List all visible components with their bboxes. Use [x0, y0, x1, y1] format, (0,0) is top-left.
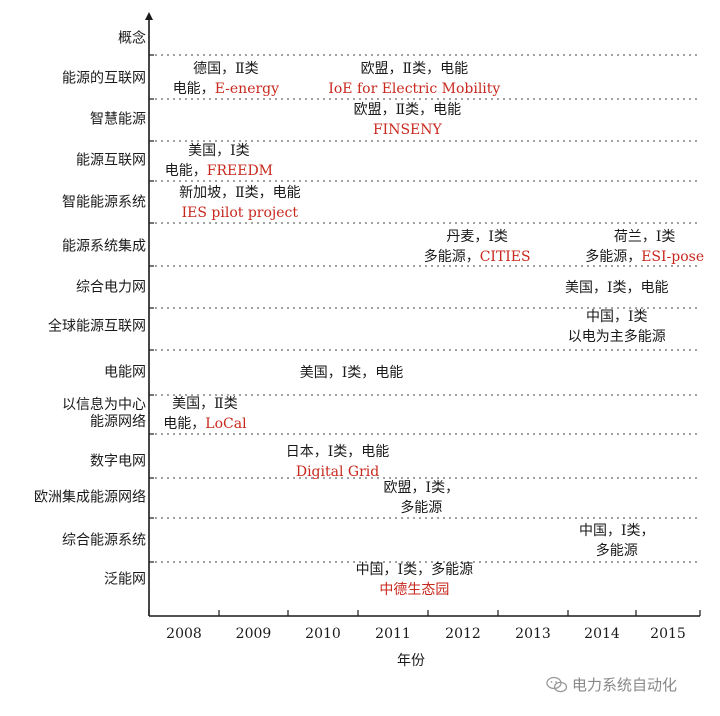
annotation-line1: 中国，Ⅰ类 [585, 309, 648, 325]
project-annotation: 欧盟，Ⅱ类，电能 IoE for Electric Mobility [328, 59, 500, 99]
project-name: IES pilot project [181, 205, 299, 221]
project-annotation: 欧盟，Ⅱ类，电能 FINSENY [354, 100, 462, 140]
project-annotation: 欧盟，Ⅰ类， 多能源 [384, 478, 460, 518]
annotation-line2: 电能，E-energy [172, 81, 280, 97]
x-axis-label: 年份 [397, 653, 425, 669]
annotation-line1: 中国，Ⅰ类，多能源 [355, 562, 474, 578]
category-label: 以信息为中心 能源网络 [62, 397, 146, 430]
annotation-line2: 多能源，ESI-pose [585, 249, 705, 265]
project-name: Digital Grid [295, 464, 380, 480]
annotation-line2: Digital Grid [286, 462, 390, 482]
annotation-line2: 以电为主多能源 [567, 329, 666, 345]
category-label: 综合能源系统 [62, 532, 146, 549]
category-label: 电能网 [104, 364, 146, 381]
project-annotation: 丹麦，Ⅰ类多能源，CITIES [424, 227, 531, 267]
category-label: 泛能网 [104, 571, 146, 588]
project-annotation: 中国，Ⅰ类， 多能源 [579, 521, 655, 561]
category-label: 数字电网 [90, 453, 146, 470]
category-label: 能源互联网 [76, 152, 146, 169]
category-label: 能源的互联网 [62, 70, 146, 87]
annotation-line1: 美国，Ⅰ类，电能 [564, 280, 669, 296]
category-label: 全球能源互联网 [48, 318, 146, 335]
annotation-line2: 多能源，CITIES [423, 249, 531, 265]
annotation-line1: 中国，Ⅰ类， [578, 523, 655, 539]
project-name: LoCal [205, 416, 247, 432]
annotation-line1: 欧盟，Ⅱ类，电能 [360, 61, 469, 77]
annotation-line1: 德国，Ⅱ类 [193, 61, 259, 77]
annotation-line2: IES pilot project [179, 203, 301, 223]
annotation-line1: 日本，Ⅰ类，电能 [285, 444, 390, 460]
project-name: ESI-pose [641, 249, 705, 265]
annotation-line2: 电能，FREEDM [164, 163, 274, 179]
category-label: 智慧能源 [90, 111, 146, 128]
annotation-line1: 美国，Ⅰ类，电能 [299, 365, 404, 381]
annotation-line1: 新加坡，Ⅱ类，电能 [179, 185, 301, 201]
y-axis-arrow [145, 12, 153, 20]
watermark-text: 电力系统自动化 [572, 676, 678, 694]
project-name: CITIES [479, 249, 531, 265]
project-name: FINSENY [372, 122, 442, 138]
annotation-line1: 丹麦，Ⅰ类 [446, 229, 508, 245]
year-label-2015: 2015 [650, 626, 686, 642]
category-label: 综合电力网 [76, 279, 146, 296]
annotation-line2: FINSENY [354, 120, 462, 140]
annotation-line1: 荷兰，Ⅰ类 [613, 229, 676, 245]
project-annotation: 美国，Ⅱ类电能，LoCal [163, 394, 246, 434]
year-label-2008: 2008 [166, 626, 202, 642]
project-annotation: 日本，Ⅰ类，电能 Digital Grid [286, 442, 390, 482]
year-label-2011: 2011 [375, 626, 411, 642]
project-name: 中德生态园 [379, 582, 450, 598]
annotation-line1: 欧盟，Ⅱ类，电能 [353, 102, 462, 118]
project-annotation: 中国，Ⅰ类，多能源 中德生态园 [356, 560, 474, 600]
project-name: IoE for Electric Mobility [328, 81, 501, 97]
annotation-line1: 美国，Ⅰ类 [188, 143, 250, 159]
category-label: 能源系统集成 [62, 238, 146, 255]
annotation-line1: 美国，Ⅱ类 [172, 396, 238, 412]
project-annotation: 新加坡，Ⅱ类，电能 IES pilot project [179, 183, 301, 223]
annotation-line1: 欧盟，Ⅰ类， [383, 480, 460, 496]
annotation-line2: 中德生态园 [356, 580, 474, 600]
project-annotation: 中国，Ⅰ类以电为主多能源 [568, 307, 666, 347]
annotation-line2: 电能，LoCal [163, 416, 247, 432]
watermark: 电力系统自动化 [546, 674, 677, 695]
project-annotation: 美国，Ⅰ类电能，FREEDM [165, 141, 273, 181]
year-label-2010: 2010 [305, 626, 341, 642]
project-annotation: 美国，Ⅰ类，电能 [300, 363, 404, 383]
annotation-line2: 多能源 [400, 500, 443, 516]
project-annotation: 德国，Ⅱ类电能，E-energy [173, 59, 279, 99]
project-annotation: 美国，Ⅰ类，电能 [565, 278, 669, 298]
year-label-2013: 2013 [515, 626, 551, 642]
category-label: 欧洲集成能源网络 [34, 489, 146, 506]
year-label-2012: 2012 [445, 626, 481, 642]
project-name: E-energy [214, 81, 280, 97]
project-annotation: 荷兰，Ⅰ类多能源，ESI-pose [585, 227, 704, 267]
category-label: 智能能源系统 [62, 194, 146, 211]
year-label-2014: 2014 [584, 626, 620, 642]
year-label-2009: 2009 [235, 626, 272, 642]
category-label: 概念 [118, 30, 146, 47]
wechat-icon [546, 676, 568, 692]
annotation-line2: 多能源 [595, 543, 638, 559]
project-name: FREEDM [206, 163, 274, 179]
annotation-line2: IoE for Electric Mobility [328, 79, 500, 99]
